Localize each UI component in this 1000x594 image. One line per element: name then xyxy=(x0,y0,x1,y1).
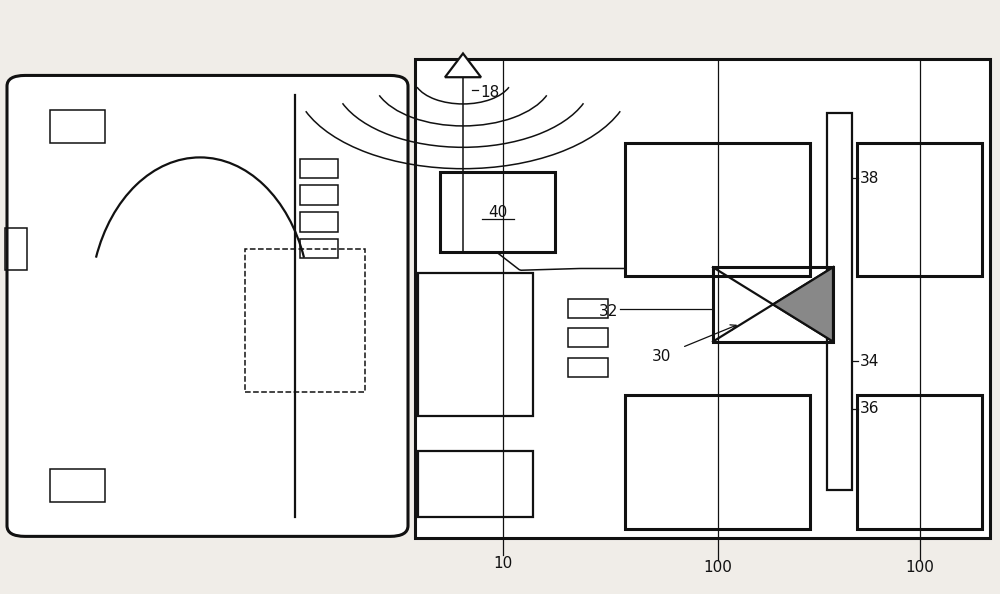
Bar xyxy=(418,451,533,517)
Bar xyxy=(440,172,555,252)
Bar xyxy=(300,185,338,205)
Text: 36: 36 xyxy=(860,401,880,416)
Text: 40: 40 xyxy=(488,205,508,220)
Bar xyxy=(50,110,105,143)
Bar xyxy=(5,228,27,270)
Bar xyxy=(300,159,338,178)
Bar xyxy=(50,469,105,502)
Bar xyxy=(568,328,608,347)
Bar xyxy=(245,249,365,392)
Text: 30: 30 xyxy=(652,349,671,364)
Bar xyxy=(827,113,852,490)
Bar xyxy=(713,267,833,342)
Bar xyxy=(625,143,810,276)
Bar xyxy=(418,273,533,416)
Text: 18: 18 xyxy=(480,84,499,100)
Text: 100: 100 xyxy=(704,560,732,576)
Bar xyxy=(857,143,982,276)
Bar xyxy=(300,212,338,232)
Polygon shape xyxy=(773,267,833,342)
Text: 38: 38 xyxy=(860,170,879,186)
Polygon shape xyxy=(445,53,481,77)
Text: 10: 10 xyxy=(493,555,513,571)
Bar xyxy=(857,395,982,529)
Text: 100: 100 xyxy=(906,560,934,576)
Text: 34: 34 xyxy=(860,353,879,369)
Bar xyxy=(625,395,810,529)
Bar xyxy=(300,239,338,258)
Bar xyxy=(418,273,533,416)
Bar xyxy=(568,299,608,318)
FancyBboxPatch shape xyxy=(7,75,408,536)
Bar xyxy=(415,59,990,538)
Bar xyxy=(568,358,608,377)
Text: 32: 32 xyxy=(599,304,618,320)
